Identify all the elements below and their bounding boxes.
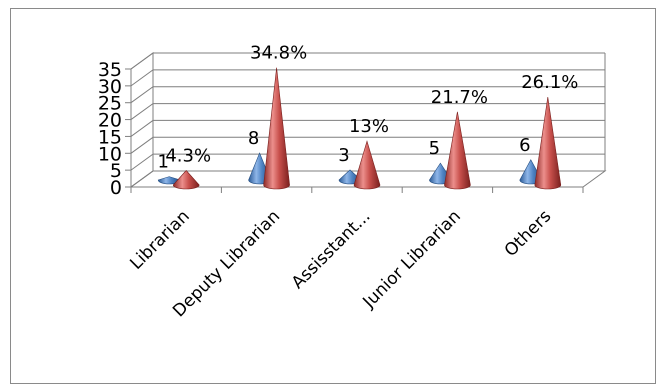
data-label-series-2: 13% <box>349 116 389 137</box>
category-label: Librarian <box>126 206 193 273</box>
data-label-series-2: 21.7% <box>431 87 488 108</box>
data-label-series-1: 6 <box>519 135 530 156</box>
cone-series-2 <box>264 68 290 189</box>
data-label-series-1: 5 <box>429 138 440 159</box>
data-label-series-2: 4.3% <box>165 146 211 167</box>
data-label-series-2: 34.8% <box>250 43 307 64</box>
chart-frame: 0 5 10 15 20 25 30 35 1 4.3% 8 34.8% 3 13% 5 21.7% 6 26.… <box>10 8 656 384</box>
side-wall <box>131 53 153 187</box>
data-label-series-2: 26.1% <box>521 72 578 93</box>
cone-series-2 <box>444 112 470 189</box>
category-label: Others <box>501 206 556 261</box>
y-tick-label: 35 <box>98 59 122 81</box>
data-label-series-1: 8 <box>248 128 259 149</box>
gridline <box>131 53 605 69</box>
category-label: Assisstant... <box>288 206 375 293</box>
cone-series-2 <box>354 141 380 189</box>
data-label-series-1: 3 <box>338 145 349 166</box>
category-label: Junior Librarian <box>359 206 465 312</box>
cone-series-2 <box>535 97 561 189</box>
